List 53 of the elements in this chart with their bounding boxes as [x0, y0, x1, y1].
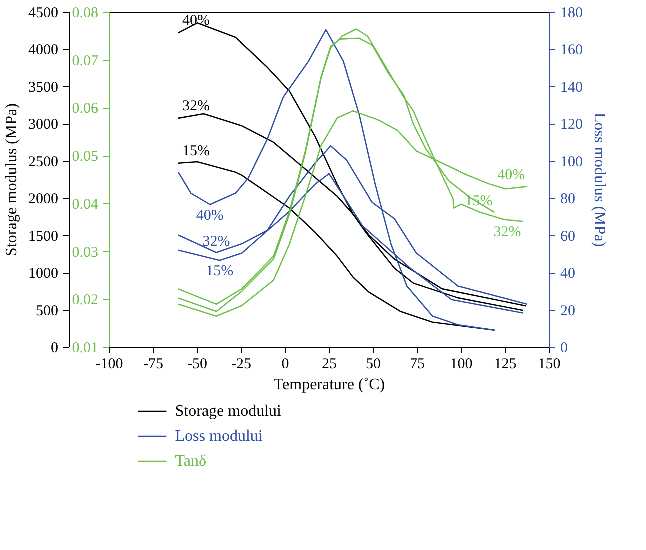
y2-tick-label: 80 [560, 192, 576, 208]
x-tick-label: -50 [188, 356, 208, 372]
annotation: 32% [494, 224, 522, 241]
x-tick-label: 75 [410, 356, 425, 372]
y3-tick-label: 0.04 [72, 196, 99, 213]
y-tick-label: 1500 [28, 228, 58, 245]
y3-tick-label: 0.03 [72, 244, 98, 261]
y3-tick-label: 0.02 [72, 292, 98, 309]
y-tick-label: 0 [51, 340, 58, 356]
y3-tick-label: 0.01 [72, 340, 98, 356]
y2-tick-label: 0 [560, 340, 568, 356]
x-tick-label: 0 [282, 356, 290, 372]
y2-tick-label: 20 [560, 303, 576, 320]
y3-tick-label: 0.08 [72, 6, 98, 22]
x-tick-label: -25 [232, 356, 252, 372]
annotation: 32% [182, 98, 210, 114]
annotation: 15% [206, 264, 234, 280]
y2-axis-title: Loss modulus (MPa) [591, 112, 608, 248]
x-tick-label: 125 [494, 356, 517, 372]
y2-tick-label: 160 [560, 42, 583, 59]
legend-label: Storage modului [175, 403, 282, 420]
legend-label: Tanδ [175, 453, 207, 470]
y-tick-label: 2500 [28, 154, 58, 170]
y2-tick-label: 60 [560, 228, 576, 245]
y2-tick-label: 140 [560, 80, 583, 96]
annotation: 40% [498, 168, 526, 184]
y-tick-label: 500 [36, 303, 58, 320]
x-tick-label: -100 [96, 356, 124, 372]
x-tick-label: 150 [538, 356, 561, 372]
legend-label: Loss modului [175, 428, 264, 445]
y-tick-label: 4000 [28, 42, 58, 59]
annotation: 15% [182, 143, 210, 160]
y-tick-label: 4500 [28, 6, 58, 22]
y2-tick-label: 40 [560, 266, 576, 282]
y3-tick-label: 0.06 [72, 101, 99, 118]
y-tick-label: 3500 [28, 80, 58, 96]
y2-tick-label: 180 [560, 6, 583, 22]
y3-tick-label: 0.07 [72, 53, 99, 70]
annotation: 32% [202, 234, 230, 250]
y-tick-label: 2000 [28, 192, 58, 208]
y3-tick-label: 0.05 [72, 149, 98, 166]
y-tick-label: 3000 [28, 117, 58, 134]
y2-tick-label: 120 [560, 117, 583, 134]
x-tick-label: 100 [450, 356, 473, 372]
x-tick-label: -75 [144, 356, 164, 372]
y2-tick-label: 100 [560, 154, 583, 170]
annotation: 40% [196, 208, 224, 224]
annotation: 40% [182, 13, 210, 30]
y-tick-label: 1000 [28, 266, 58, 282]
x-tick-label: 25 [322, 356, 337, 372]
y-axis-title: Storage modulus (MPa) [4, 104, 20, 256]
x-tick-label: 50 [366, 356, 381, 372]
x-axis-title: Temperature (˚C) [274, 376, 386, 394]
